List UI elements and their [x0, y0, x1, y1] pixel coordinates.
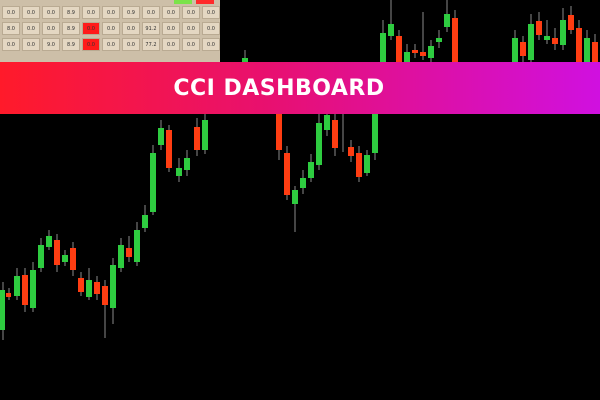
table-cell: 0.0 — [82, 22, 100, 35]
table-cell: 0.0 — [2, 6, 20, 19]
table-cell: 0.0 — [162, 22, 180, 35]
table-cell: 8.9 — [62, 6, 80, 19]
dashboard-table: 0.0 0.0 0.0 8.9 0.0 0.0 0.9 0.0 0.0 0.0 0.0 8.0 0.0 0… — [0, 0, 220, 62]
banner: CCI DASHBOARD — [0, 62, 600, 114]
table-cell: 0.0 — [102, 22, 120, 35]
table-cell: 0.0 — [2, 38, 20, 51]
candle-bodies — [0, 14, 598, 330]
table-cell: 0.0 — [102, 6, 120, 19]
table-cell: 0.0 — [202, 38, 220, 51]
status-cell — [174, 0, 192, 4]
table-cell: 0.0 — [22, 22, 40, 35]
table-cell: 0.0 — [42, 6, 60, 19]
table-cell: 91.2 — [142, 22, 160, 35]
table-cell: 8.9 — [62, 38, 80, 51]
table-cell: 0.0 — [82, 38, 100, 51]
table-cell: 8.9 — [62, 22, 80, 35]
table-cell: 0.0 — [102, 38, 120, 51]
table-cell: 0.0 — [22, 38, 40, 51]
table-cell: 0.0 — [162, 38, 180, 51]
table-cell: 8.0 — [2, 22, 20, 35]
banner-title: CCI DASHBOARD — [173, 75, 385, 101]
table-cell: 0.0 — [182, 22, 200, 35]
table-cell: 0.0 — [202, 6, 220, 19]
table-cell: 0.0 — [122, 38, 140, 51]
table-cell: 0.0 — [202, 22, 220, 35]
table-cell: 0.0 — [42, 22, 60, 35]
table-cell: 0.9 — [122, 6, 140, 19]
table-cell: 0.0 — [182, 6, 200, 19]
table-cell: 77.2 — [142, 38, 160, 51]
table-cell: 0.0 — [182, 38, 200, 51]
table-cell: 0.0 — [82, 6, 100, 19]
table-cell: 0.0 — [22, 6, 40, 19]
table-cell: 0.0 — [162, 6, 180, 19]
status-cell — [196, 0, 214, 4]
table-cell: 0.0 — [122, 22, 140, 35]
table-cell: 0.0 — [142, 6, 160, 19]
table-cell: 9.0 — [42, 38, 60, 51]
